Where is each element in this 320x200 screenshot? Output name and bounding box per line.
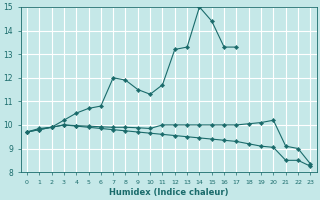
X-axis label: Humidex (Indice chaleur): Humidex (Indice chaleur) [109, 188, 228, 197]
